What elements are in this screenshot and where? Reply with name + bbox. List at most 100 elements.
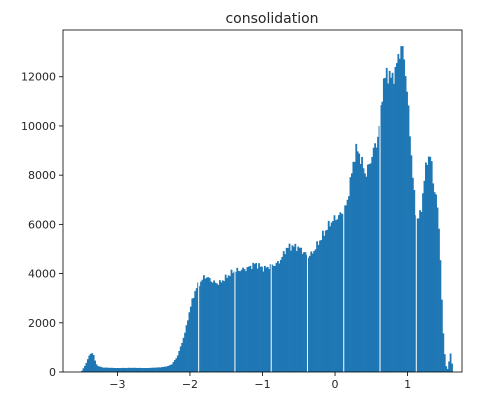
histogram-bar	[427, 156, 430, 372]
histogram-bar	[448, 361, 451, 372]
histogram-bar	[261, 266, 263, 372]
histogram-bar	[400, 46, 403, 373]
x-tick-label: −1	[254, 378, 270, 391]
histogram-bar	[239, 271, 242, 372]
histogram-bar	[160, 367, 163, 372]
histogram-bar	[146, 368, 149, 372]
histogram-bar	[329, 226, 332, 372]
histogram-bar	[443, 354, 446, 372]
histogram-bar	[216, 283, 218, 372]
histogram-bar	[275, 262, 278, 372]
histogram-bar	[323, 235, 326, 372]
histogram-bar	[169, 364, 172, 372]
histogram-bar	[150, 367, 153, 372]
histogram-bar	[158, 367, 160, 372]
histogram-bar	[321, 230, 324, 372]
histogram-bar	[419, 210, 421, 372]
histogram-bar	[97, 366, 99, 372]
histogram-bar	[94, 360, 96, 372]
histogram-bar	[371, 156, 374, 372]
histogram-bar	[385, 67, 388, 372]
histogram-bar	[175, 358, 178, 372]
histogram-bar	[368, 164, 371, 372]
histogram-bar	[234, 271, 237, 372]
histogram-bar	[327, 220, 330, 372]
histogram-bar	[81, 370, 83, 372]
histogram-bar	[406, 91, 408, 373]
histogram-bar	[388, 70, 391, 372]
histogram-bar	[201, 279, 204, 372]
histogram-bar	[265, 267, 268, 372]
histogram-bar	[279, 259, 282, 372]
histogram-bar	[340, 213, 343, 372]
histogram-bar	[422, 193, 424, 372]
histogram-bar	[282, 251, 285, 372]
histogram-bar	[114, 368, 117, 372]
histogram-bar	[256, 268, 259, 372]
histogram-bar	[108, 367, 111, 372]
histogram-bar	[88, 355, 91, 372]
histogram-bar	[274, 265, 276, 372]
histogram-bar	[439, 260, 442, 372]
histogram-bar	[207, 277, 210, 372]
histogram-bar	[246, 267, 249, 372]
histogram-bar	[351, 173, 353, 372]
histogram-bar	[203, 275, 205, 372]
histogram-bar	[335, 220, 337, 372]
histogram-bar	[410, 155, 413, 372]
y-tick-label: 2000	[28, 317, 56, 330]
histogram-bar	[414, 215, 417, 372]
histogram-bar	[262, 271, 265, 372]
histogram-bar	[346, 199, 349, 372]
histogram-bar	[288, 243, 291, 372]
histogram-bar	[229, 276, 231, 372]
histogram-bar	[236, 267, 239, 372]
histogram-bar	[252, 262, 255, 372]
x-tick-label: 0	[332, 378, 339, 391]
histogram-bar	[210, 281, 213, 372]
histogram-bar	[120, 368, 123, 372]
histogram-bar	[107, 367, 110, 372]
histogram-bar	[345, 205, 347, 372]
histogram-bar	[258, 263, 260, 372]
histogram-bar	[188, 312, 191, 372]
histogram-bar	[126, 368, 128, 372]
x-tick-label: −2	[182, 378, 198, 391]
histogram-bar	[121, 367, 124, 372]
histogram-bar	[139, 367, 141, 372]
histogram-bar	[403, 59, 406, 372]
histogram-bar	[401, 46, 404, 372]
histogram-bar	[218, 280, 221, 372]
histogram-bar	[195, 288, 198, 372]
histogram-bar	[359, 164, 362, 372]
histogram-bar	[92, 354, 95, 372]
y-tick-label: 12000	[21, 71, 56, 84]
y-tick-label: 6000	[28, 218, 56, 231]
histogram-bar	[307, 257, 310, 372]
histogram-bar	[326, 229, 329, 372]
histogram-bar	[124, 367, 127, 372]
histogram-bar	[361, 156, 363, 372]
histogram-bar	[187, 320, 189, 372]
histogram-bar	[337, 215, 340, 372]
histogram-bar	[271, 264, 274, 372]
histogram-bar	[301, 253, 304, 372]
histogram-bar	[242, 267, 244, 372]
histogram-bar	[245, 271, 247, 372]
histogram-bar	[153, 367, 156, 372]
histogram-bar	[249, 265, 252, 372]
histogram-bars	[81, 30, 453, 373]
histogram-bar	[104, 367, 107, 372]
histogram-bar	[445, 366, 448, 372]
histogram-bar	[365, 176, 368, 372]
histogram-bar	[171, 364, 173, 372]
histogram-bar	[404, 76, 407, 373]
histogram-bar	[163, 366, 166, 372]
histogram-bar	[105, 367, 108, 372]
histogram-bar	[372, 147, 375, 372]
histogram-bar	[194, 291, 197, 372]
histogram-bar	[429, 156, 432, 372]
histogram-bar	[173, 360, 176, 372]
histogram-bar	[292, 246, 295, 372]
